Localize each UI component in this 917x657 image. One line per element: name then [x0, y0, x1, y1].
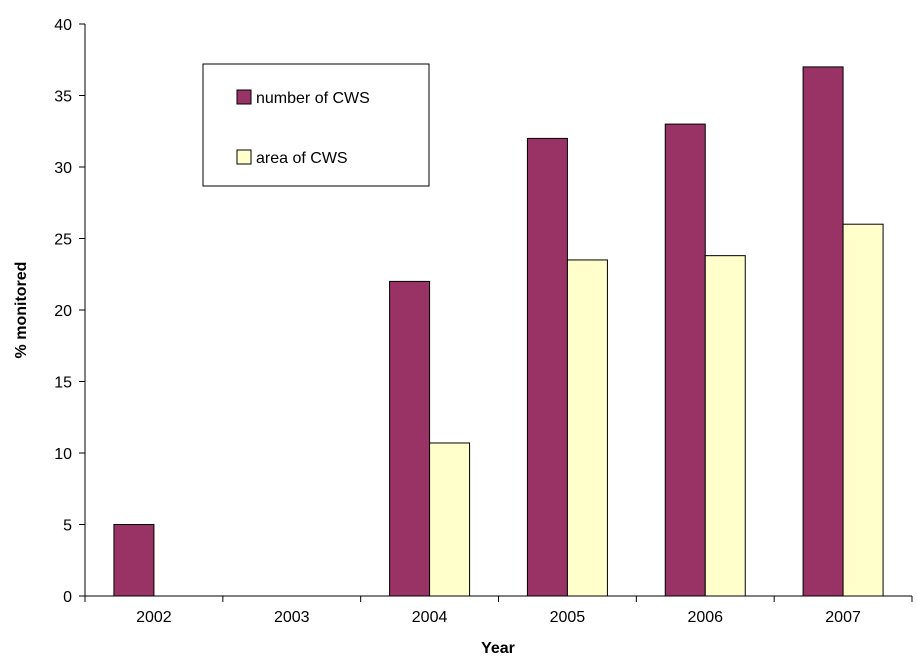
- x-tick-label-2006: 2006: [687, 609, 723, 626]
- y-ticks: 0 5 10 15 20 25 30 35 40: [54, 17, 85, 606]
- bar-area-of-cws-2007: [842, 223, 884, 597]
- bars-layer: [113, 66, 884, 597]
- legend-swatch-area-of-cws: [236, 149, 252, 165]
- legend-label-area-of-cws: area of CWS: [256, 150, 348, 167]
- bar-area-of-cws-2006: [704, 255, 746, 597]
- bar-area-of-cws-2005: [566, 259, 608, 597]
- x-tick-label-2007: 2007: [825, 609, 861, 626]
- y-tick-label: 5: [63, 518, 72, 535]
- x-tick-label-2005: 2005: [550, 609, 586, 626]
- y-tick-label: 40: [54, 17, 72, 34]
- y-tick-label: 20: [54, 303, 72, 320]
- bar-number-of-cws-2004: [389, 280, 431, 597]
- legend-swatch-number-of-cws: [236, 89, 252, 105]
- y-tick-label: 35: [54, 89, 72, 106]
- x-tick-label-2002: 2002: [136, 609, 172, 626]
- x-tick-label-2003: 2003: [274, 609, 310, 626]
- bar-number-of-cws-2005: [526, 137, 568, 597]
- bar-area-of-cws-2004: [429, 442, 471, 597]
- legend: number of CWS area of CWS: [202, 63, 430, 187]
- y-tick-label: 25: [54, 232, 72, 249]
- bar-number-of-cws-2002: [113, 524, 155, 597]
- y-axis-title: % monitored: [13, 262, 30, 359]
- legend-box: [202, 63, 430, 187]
- x-tick-label-2004: 2004: [412, 609, 448, 626]
- y-tick-label: 10: [54, 446, 72, 463]
- y-tick-label: 30: [54, 160, 72, 177]
- legend-label-number-of-cws: number of CWS: [256, 90, 370, 107]
- bar-number-of-cws-2007: [802, 66, 844, 597]
- x-ticks: 2002 2003 2004 2005 2006 2007: [84, 596, 913, 626]
- x-axis-title: Year: [481, 640, 515, 657]
- bar-number-of-cws-2006: [664, 123, 706, 597]
- y-tick-label: 15: [54, 375, 72, 392]
- y-tick-label: 0: [63, 589, 72, 606]
